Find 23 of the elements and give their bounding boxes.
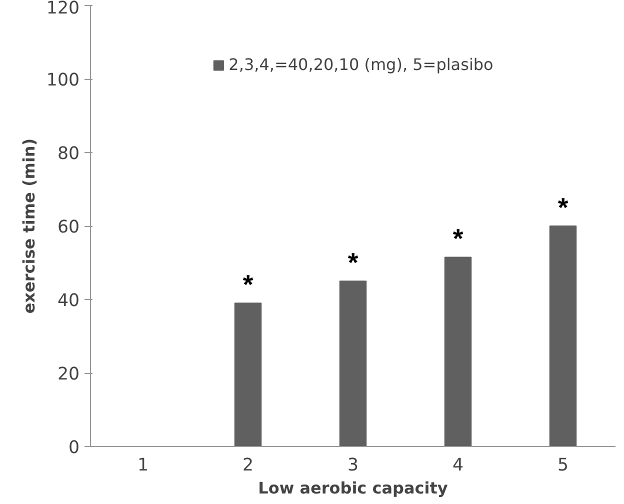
y-tick-label: 80	[57, 144, 80, 164]
x-tick-label: 4	[452, 456, 464, 476]
annotation: *	[558, 192, 569, 222]
y-tick-label: 60	[57, 218, 80, 238]
x-axis-title: Low aerobic capacity	[258, 478, 448, 498]
annotation: *	[242, 270, 254, 300]
x-tick-label: 5	[557, 456, 569, 476]
annotation: *	[452, 224, 464, 254]
bar	[339, 280, 367, 446]
bar	[234, 302, 262, 446]
y-tick-label: 100	[46, 70, 80, 90]
y-tick-label: 40	[57, 291, 80, 311]
legend-label: 2,3,4,=40,20,10 (mg), 5=plasibo	[228, 55, 494, 74]
x-tick-label: 1	[137, 456, 149, 476]
y-tick-label: 0	[68, 438, 80, 458]
y-tick-label: 120	[46, 0, 80, 18]
x-tick-label: 2	[242, 456, 254, 476]
y-tick-label: 20	[57, 364, 80, 384]
bar	[549, 226, 577, 446]
bar	[444, 256, 472, 446]
y-axis-title: exercise time (min)	[19, 138, 38, 314]
x-tick-label: 3	[347, 456, 359, 476]
annotation: *	[348, 247, 359, 278]
